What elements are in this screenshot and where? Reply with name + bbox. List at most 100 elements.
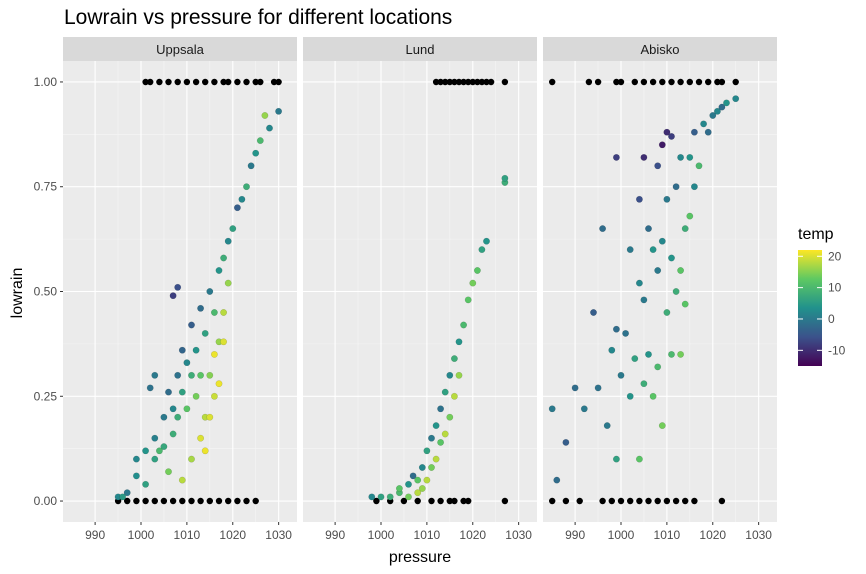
- data-point: [594, 384, 602, 392]
- data-point: [654, 363, 662, 371]
- data-point: [455, 338, 463, 346]
- data-point: [645, 225, 652, 233]
- data-point: [224, 279, 232, 287]
- x-tick-label: 1030: [265, 528, 292, 542]
- data-point: [220, 338, 228, 346]
- data-point: [234, 497, 241, 505]
- data-point: [613, 153, 620, 161]
- data-point: [169, 497, 177, 505]
- data-point: [446, 78, 453, 86]
- data-point: [654, 162, 662, 170]
- data-point: [432, 78, 440, 86]
- data-point: [160, 443, 168, 450]
- data-point: [441, 388, 449, 396]
- data-point: [428, 434, 435, 442]
- data-point: [501, 78, 509, 86]
- data-point: [686, 78, 693, 86]
- data-point: [174, 283, 182, 291]
- data-point: [178, 476, 186, 484]
- x-tick-label: 990: [85, 528, 105, 542]
- data-point: [142, 78, 149, 86]
- data-point: [658, 141, 666, 149]
- data-point: [695, 78, 703, 86]
- data-point: [478, 246, 486, 254]
- data-point: [188, 371, 195, 379]
- data-point: [233, 204, 241, 212]
- data-point: [455, 78, 463, 86]
- data-point: [464, 296, 472, 304]
- data-point: [206, 371, 214, 379]
- data-point: [197, 497, 204, 505]
- data-point: [608, 497, 615, 505]
- data-point: [645, 350, 652, 358]
- data-point: [446, 413, 454, 421]
- data-point: [626, 392, 634, 400]
- data-point: [197, 434, 205, 442]
- data-point: [691, 183, 698, 191]
- colorbar: [798, 250, 822, 366]
- data-point: [418, 464, 426, 471]
- strip-label: Abisko: [640, 42, 679, 57]
- data-point: [636, 195, 643, 203]
- data-point: [617, 497, 625, 505]
- data-point: [395, 485, 403, 492]
- strip-background: [63, 37, 297, 61]
- data-point: [460, 497, 467, 505]
- data-point: [654, 267, 662, 274]
- data-point: [119, 493, 127, 501]
- data-point: [179, 497, 186, 505]
- data-point: [451, 78, 458, 86]
- data-point: [423, 476, 431, 484]
- data-point: [210, 309, 218, 316]
- data-point: [442, 78, 449, 86]
- data-point: [677, 350, 684, 358]
- data-point: [718, 103, 726, 111]
- data-point: [437, 78, 444, 86]
- data-point: [668, 350, 675, 358]
- data-point: [151, 434, 159, 442]
- data-point: [220, 254, 228, 262]
- data-point: [178, 388, 186, 396]
- data-point: [590, 309, 597, 316]
- data-point: [414, 489, 422, 497]
- data-point: [636, 279, 643, 287]
- data-point: [613, 78, 620, 86]
- data-point: [640, 78, 648, 86]
- data-point: [257, 78, 264, 86]
- x-tick-label: 990: [325, 528, 345, 542]
- data-point: [709, 112, 717, 119]
- data-point: [677, 153, 684, 161]
- data-point: [123, 489, 131, 497]
- data-point: [146, 384, 154, 392]
- data-point: [155, 447, 163, 455]
- data-point: [649, 392, 657, 400]
- data-point: [677, 78, 684, 86]
- data-point: [626, 246, 634, 254]
- x-tick-label: 1010: [414, 528, 441, 542]
- points: [548, 78, 740, 505]
- points: [114, 78, 282, 505]
- data-point: [386, 493, 394, 501]
- data-point: [428, 497, 435, 505]
- data-point: [585, 78, 593, 86]
- data-point: [469, 78, 476, 86]
- data-point: [192, 78, 200, 86]
- data-point: [178, 346, 186, 354]
- data-point: [663, 128, 671, 136]
- data-point: [432, 422, 440, 429]
- strip-label: Uppsala: [156, 42, 204, 57]
- x-tick-label: 1030: [505, 528, 532, 542]
- data-point: [663, 309, 671, 316]
- panel-abisko: Abisko 990 1000 1010 1020 1030: [543, 37, 777, 542]
- data-point: [723, 99, 730, 107]
- data-point: [714, 107, 721, 115]
- data-point: [487, 78, 495, 86]
- data-point: [437, 497, 444, 505]
- data-point: [501, 497, 509, 505]
- data-point: [450, 392, 458, 400]
- data-point: [409, 472, 417, 480]
- data-point: [478, 78, 486, 86]
- data-point: [275, 107, 282, 115]
- data-point: [169, 292, 177, 300]
